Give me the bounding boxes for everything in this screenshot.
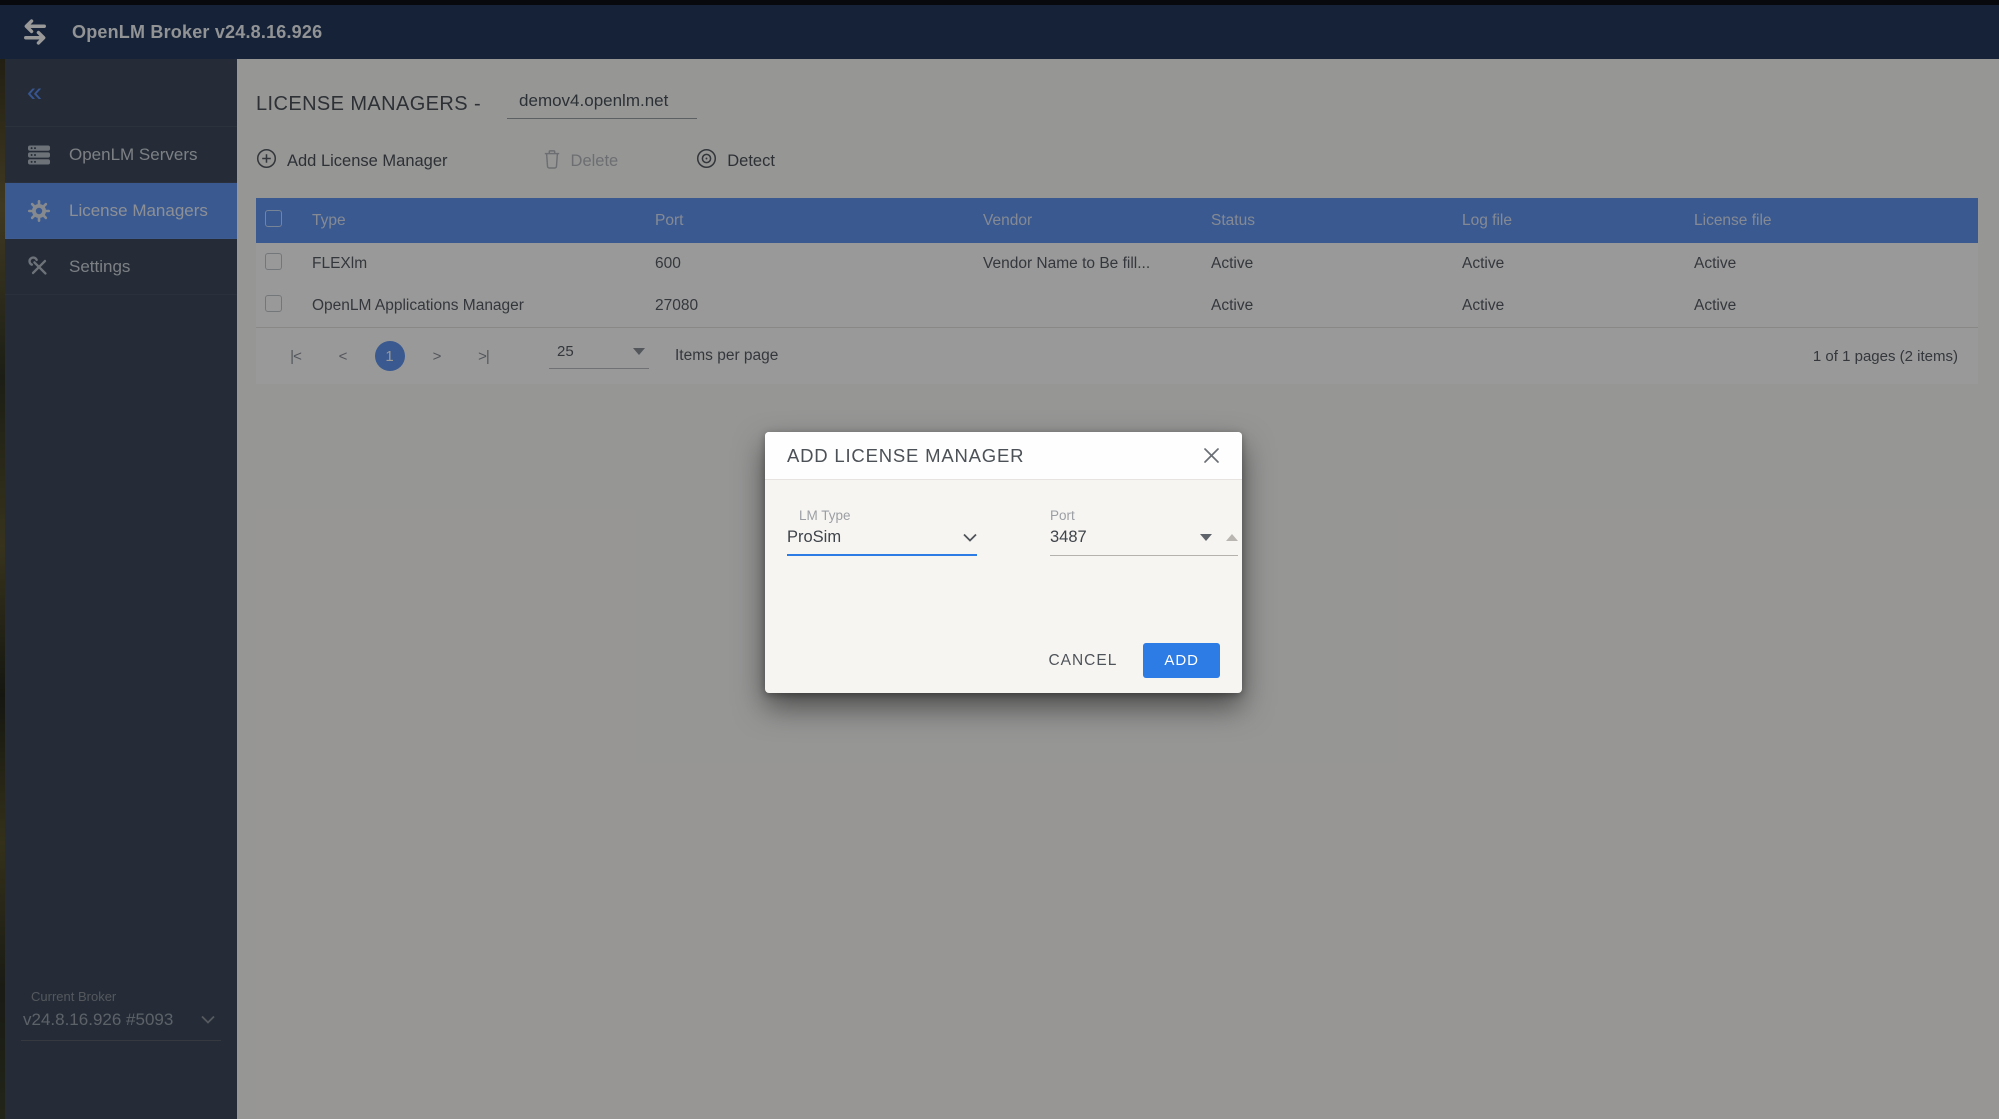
sidebar-item-label: License Managers bbox=[69, 200, 208, 220]
pagination-summary: 1 of 1 pages (2 items) bbox=[1812, 347, 1958, 365]
caret-down-icon bbox=[633, 348, 645, 355]
background-edge-strip bbox=[0, 59, 5, 1119]
broker-selector[interactable]: v24.8.16.926 #5093 bbox=[21, 1010, 221, 1041]
toolbar: Add License Manager Delete bbox=[256, 139, 1978, 183]
lm-type-value: ProSim bbox=[787, 528, 842, 546]
chevron-down-icon bbox=[963, 529, 977, 547]
spinner-down-icon[interactable] bbox=[1200, 534, 1212, 541]
chevron-double-left-icon: « bbox=[27, 77, 42, 107]
port-input[interactable]: 3487 bbox=[1050, 528, 1238, 556]
port-value: 3487 bbox=[1050, 528, 1087, 546]
broker-selector-value: v24.8.16.926 #5093 bbox=[23, 1010, 174, 1029]
sidebar-item-openlm-servers[interactable]: OpenLM Servers bbox=[5, 127, 237, 183]
current-broker-label: Current Broker bbox=[31, 989, 117, 1004]
add-license-manager-button[interactable]: Add License Manager bbox=[256, 148, 448, 174]
items-per-page-label: Items per page bbox=[675, 347, 779, 364]
close-icon bbox=[1204, 448, 1219, 463]
app-logo-swap-arrows-icon bbox=[20, 19, 50, 45]
first-page-button[interactable]: |< bbox=[290, 347, 302, 365]
window-top-edge bbox=[0, 0, 1999, 5]
target-icon bbox=[696, 148, 717, 174]
lm-type-label: LM Type bbox=[799, 508, 851, 523]
detect-button[interactable]: Detect bbox=[696, 148, 775, 174]
pagination-bar: |< < 1 > >| 25 Items per page 1 of 1 pag… bbox=[256, 327, 1978, 384]
delete-label: Delete bbox=[570, 151, 619, 170]
trash-icon bbox=[543, 149, 561, 174]
lm-type-select[interactable]: ProSim bbox=[787, 528, 977, 556]
spinner-up-icon[interactable] bbox=[1226, 534, 1238, 541]
servers-icon bbox=[25, 143, 53, 167]
sidebar-collapse-button[interactable]: « bbox=[5, 59, 237, 127]
license-managers-table: Type Port Vendor Status Log file License… bbox=[256, 198, 1978, 384]
table-row[interactable]: FLEXlm 600 Vendor Name to Be fill... Act… bbox=[256, 243, 1978, 285]
current-broker-section: Current Broker v24.8.16.926 #5093 bbox=[5, 989, 237, 1041]
detect-label: Detect bbox=[727, 151, 775, 170]
page-size-value: 25 bbox=[557, 343, 574, 360]
previous-page-button[interactable]: < bbox=[338, 347, 348, 365]
sidebar-item-settings[interactable]: Settings bbox=[5, 239, 237, 295]
main-content: LICENSE MANAGERS - demov4.openlm.net Add… bbox=[237, 59, 1999, 1119]
server-select[interactable]: demov4.openlm.net bbox=[507, 91, 698, 119]
gear-icon bbox=[25, 199, 53, 223]
last-page-button[interactable]: >| bbox=[478, 347, 490, 365]
next-page-button[interactable]: > bbox=[432, 347, 442, 365]
add-license-manager-label: Add License Manager bbox=[287, 151, 448, 170]
sidebar: « OpenLM Servers bbox=[5, 59, 237, 1119]
app-title: OpenLM Broker v24.8.16.926 bbox=[72, 21, 323, 42]
table-header-row: Type Port Vendor Status Log file License… bbox=[256, 198, 1978, 243]
plus-circle-icon bbox=[256, 148, 277, 174]
dialog-title: ADD LICENSE MANAGER bbox=[787, 444, 1025, 466]
row-checkbox[interactable] bbox=[265, 295, 282, 312]
sidebar-item-license-managers[interactable]: License Managers bbox=[5, 183, 237, 239]
cancel-button[interactable]: CANCEL bbox=[1048, 651, 1118, 669]
port-label: Port bbox=[1050, 508, 1075, 523]
sidebar-item-label: Settings bbox=[69, 256, 131, 276]
add-button[interactable]: ADD bbox=[1143, 643, 1220, 678]
close-button[interactable] bbox=[1199, 443, 1224, 468]
sidebar-item-label: OpenLM Servers bbox=[69, 144, 198, 164]
row-checkbox[interactable] bbox=[265, 253, 282, 270]
topbar: OpenLM Broker v24.8.16.926 bbox=[0, 5, 1999, 59]
page-title: LICENSE MANAGERS - bbox=[256, 93, 482, 115]
page-1-button[interactable]: 1 bbox=[374, 341, 405, 371]
page-size-select[interactable]: 25 bbox=[549, 343, 649, 369]
table-row[interactable]: OpenLM Applications Manager 27080 Active… bbox=[256, 285, 1978, 327]
delete-button[interactable]: Delete bbox=[543, 149, 619, 174]
tools-icon bbox=[25, 255, 53, 278]
select-all-checkbox[interactable] bbox=[265, 209, 282, 227]
chevron-down-icon bbox=[201, 1011, 215, 1029]
add-license-manager-dialog: ADD LICENSE MANAGER LM Type ProSim Port bbox=[765, 432, 1242, 693]
